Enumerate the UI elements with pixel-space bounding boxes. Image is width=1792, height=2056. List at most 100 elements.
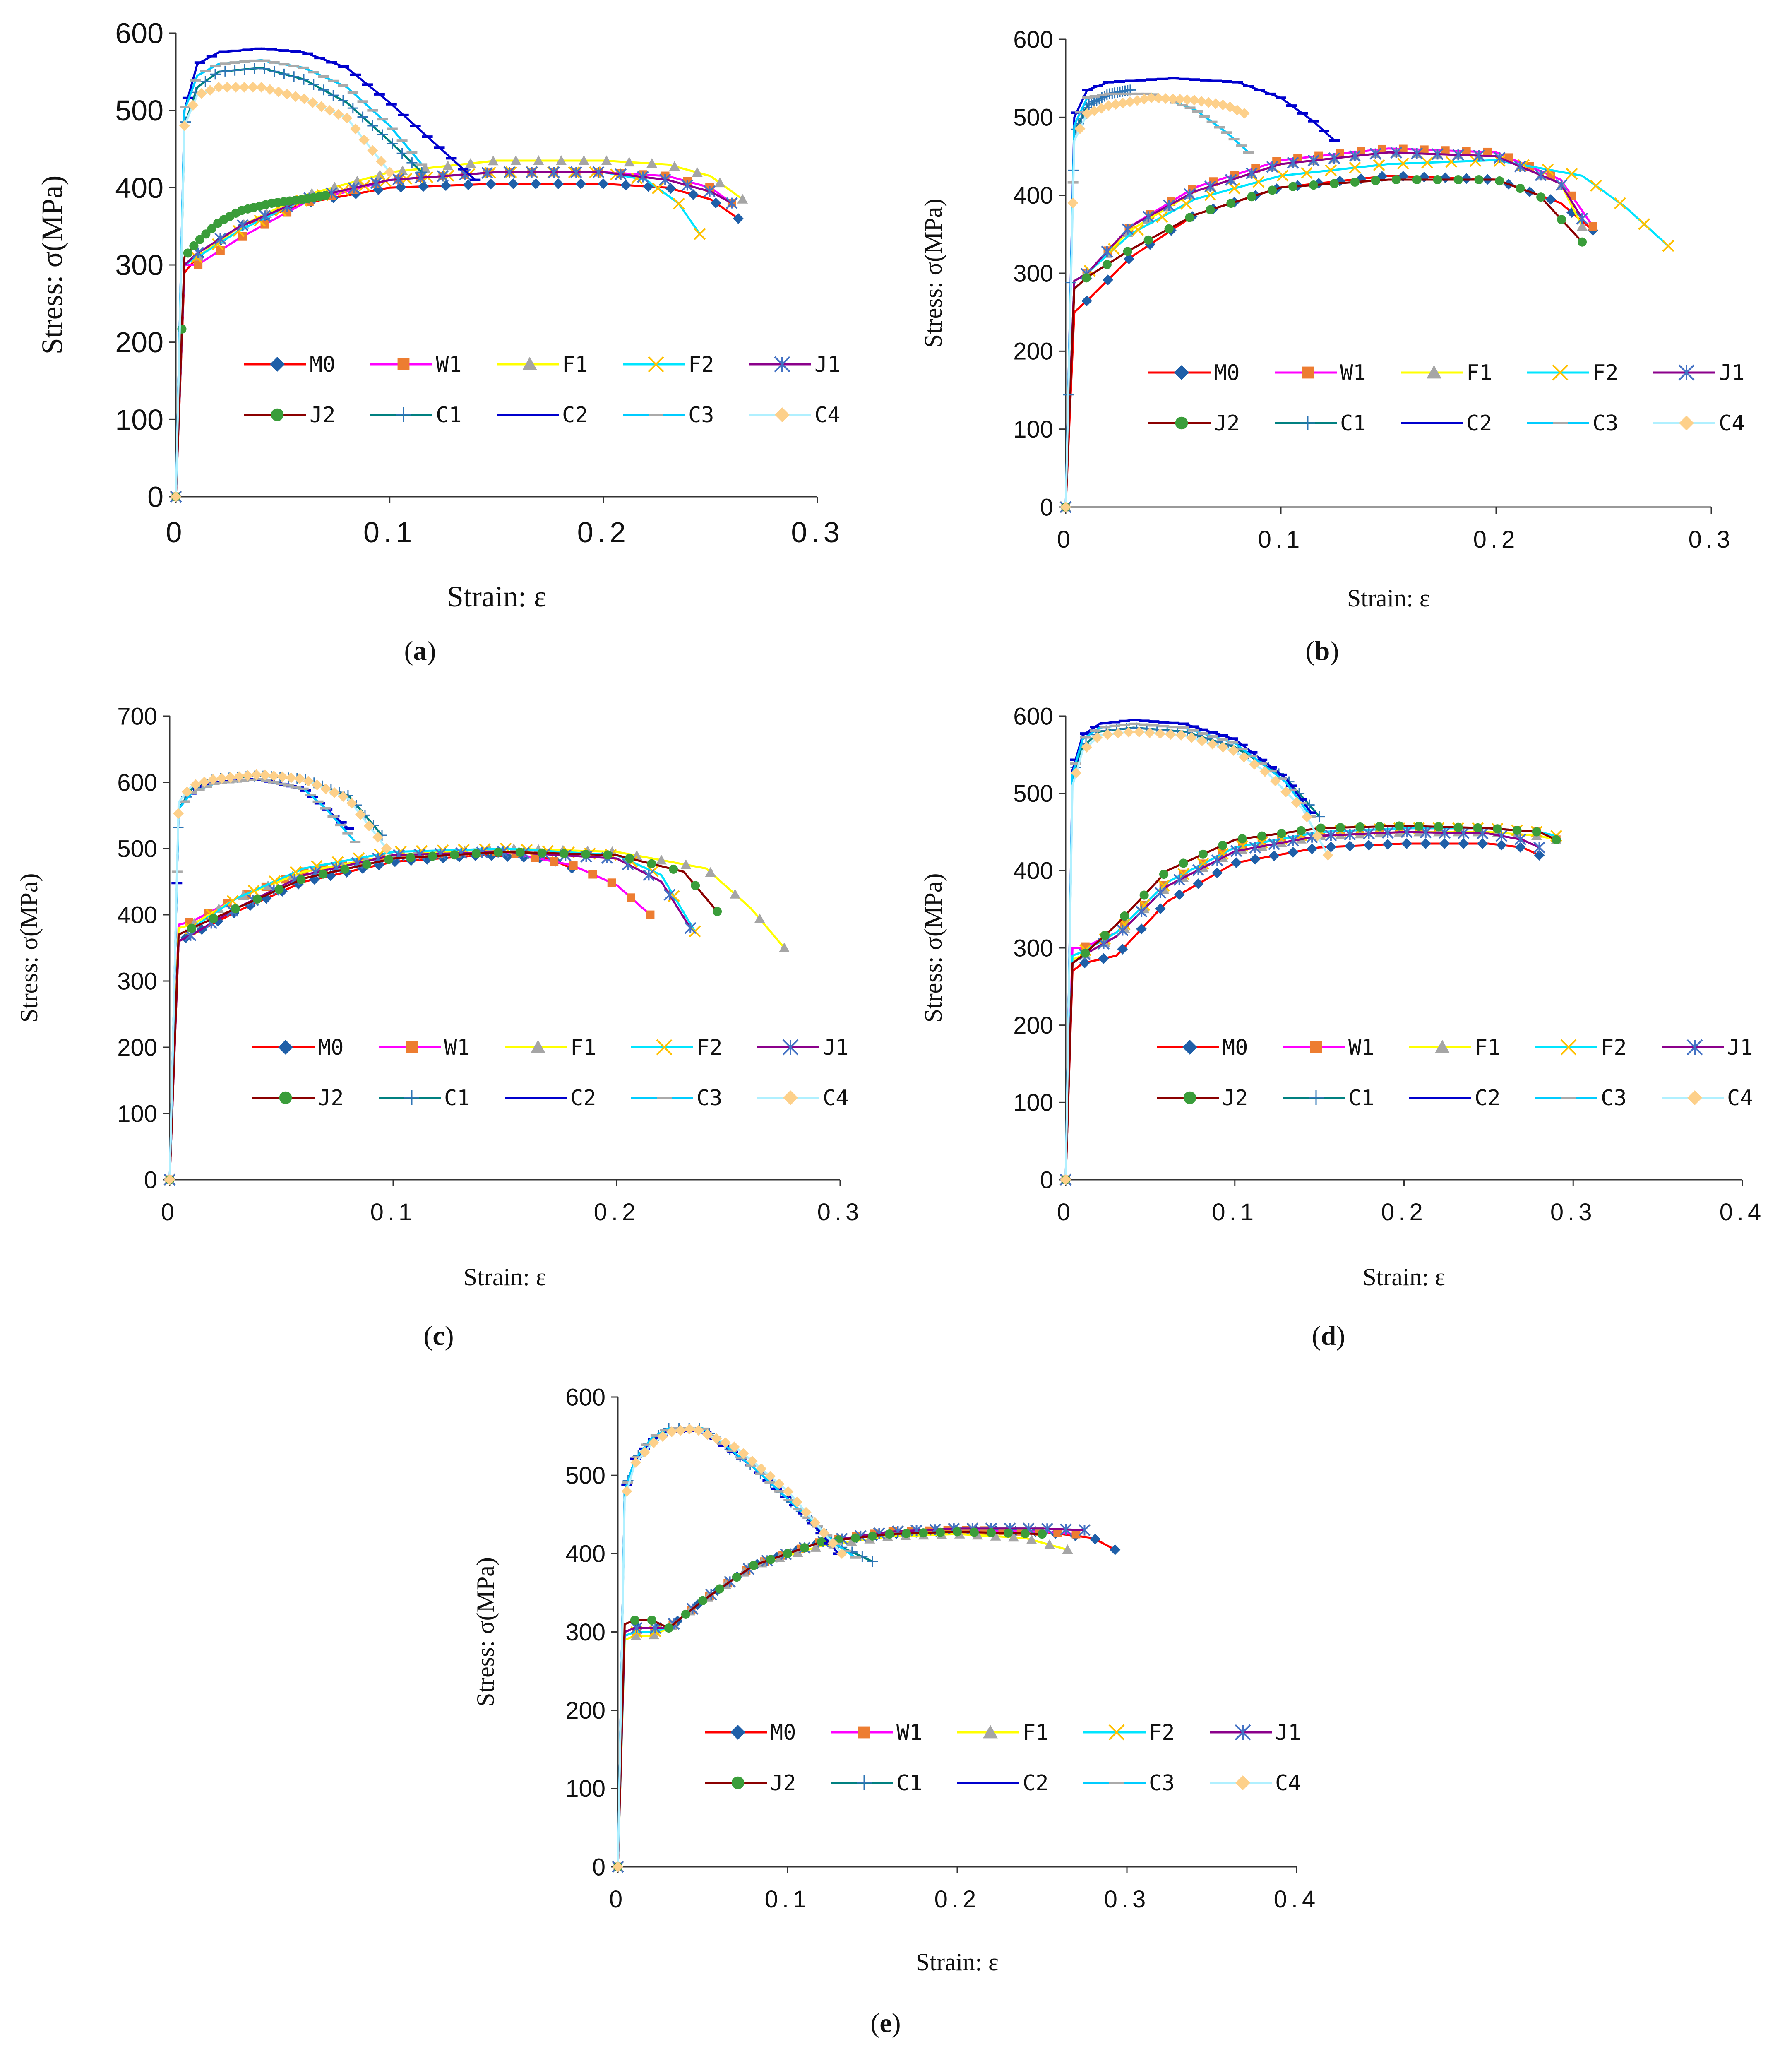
series-line-c-C4 <box>168 773 387 1180</box>
data-point-a-C1 <box>308 79 319 90</box>
legend-marker-b-J2 <box>1175 416 1188 430</box>
legend-marker-c-M0 <box>278 1040 293 1055</box>
legend-marker-d-W1 <box>1310 1041 1322 1053</box>
data-point-a-F1 <box>646 158 658 168</box>
legend-item-e-C1: C1 <box>831 1771 922 1796</box>
data-point-b-J1 <box>1225 174 1237 186</box>
data-point-c-J2 <box>581 849 591 859</box>
data-point-a-J1 <box>214 233 226 245</box>
data-point-a-F1 <box>692 167 703 177</box>
data-point-b-J1 <box>1369 148 1382 160</box>
data-point-a-J2 <box>183 248 192 258</box>
series-line-d-F2 <box>1064 827 1557 1180</box>
data-point-b-J1 <box>1390 147 1403 159</box>
legend-marker-a-J1 <box>774 356 790 373</box>
data-point-e-C4 <box>800 1507 812 1518</box>
data-point-d-F1 <box>1433 827 1444 837</box>
y-tick-label-e: 600 <box>565 1384 605 1411</box>
chart-panel-d: 0 100 200 300 400 500 600 0 0.1 0.2 0.3 0.4 Stress: … <box>896 683 1792 1366</box>
legend-item-d-C3: C3 <box>1535 1086 1627 1111</box>
legend-item-e-W1: W1 <box>831 1720 922 1745</box>
data-point-d-C4 <box>1207 738 1218 750</box>
data-point-e-C4 <box>648 1437 659 1448</box>
series-line-a-C2 <box>175 47 476 497</box>
series-e-W1 <box>613 1526 1081 1871</box>
x-tick-label-d: 0 <box>1057 1199 1074 1226</box>
data-point-c-M0 <box>422 854 433 865</box>
data-point-a-C1 <box>249 63 260 74</box>
data-point-c-C4 <box>346 798 357 809</box>
legend-label-d-J2: J2 <box>1222 1086 1248 1111</box>
data-point-c-C4 <box>329 787 340 798</box>
legend-item-a-F1: F1 <box>497 352 588 377</box>
data-point-d-J1 <box>1325 829 1337 842</box>
data-point-a-M0 <box>485 178 496 190</box>
legend-marker-c-C4 <box>783 1090 798 1105</box>
legend-label-a-J1: J1 <box>814 352 841 377</box>
data-point-c-J2 <box>647 859 656 868</box>
series-d-M0 <box>1060 838 1545 1185</box>
data-point-b-F2 <box>1276 169 1289 182</box>
data-point-e-F1 <box>1044 1539 1055 1549</box>
legend-marker-d-J2 <box>1183 1091 1196 1104</box>
data-point-d-C4 <box>1238 752 1249 763</box>
data-point-b-J1 <box>1266 161 1278 173</box>
y-tick-label-a: 400 <box>115 172 163 204</box>
data-point-c-C4 <box>268 770 279 782</box>
data-point-d-C4 <box>1081 742 1092 753</box>
data-point-b-F2 <box>1638 218 1650 230</box>
data-point-c-C4 <box>199 777 210 788</box>
legend-item-c-J1: J1 <box>757 1035 849 1060</box>
legend-item-c-F2: F2 <box>631 1035 723 1060</box>
legend-item-d-C4: C4 <box>1662 1086 1753 1111</box>
series-line-c-C3 <box>168 778 356 1180</box>
data-point-b-C4 <box>1175 94 1186 105</box>
legend-label-c-C4: C4 <box>823 1086 849 1111</box>
x-tick-label-b: 0 <box>1057 526 1074 553</box>
data-point-b-J1 <box>1535 169 1547 181</box>
legend-item-b-J2: J2 <box>1148 411 1240 436</box>
data-point-d-J1 <box>1135 905 1148 918</box>
legend-label-e-C4: C4 <box>1275 1771 1301 1796</box>
data-point-a-M0 <box>553 178 564 189</box>
y-tick-label-a: 100 <box>115 404 163 436</box>
data-point-b-J1 <box>1432 148 1444 160</box>
series-e-C3 <box>613 1427 861 1868</box>
data-point-b-C4 <box>1096 103 1107 114</box>
data-point-b-J1 <box>1411 147 1423 159</box>
data-point-c-J2 <box>493 847 503 857</box>
data-point-a-C4 <box>222 82 233 93</box>
data-point-b-C4 <box>1182 94 1193 105</box>
data-point-a-C1 <box>269 66 280 77</box>
data-point-a-F1 <box>624 156 635 167</box>
data-point-a-C4 <box>333 109 344 120</box>
data-point-d-J1 <box>1533 841 1545 854</box>
x-tick-label-d: 0.1 <box>1212 1199 1258 1226</box>
data-point-c-J2 <box>384 855 394 864</box>
data-point-d-J1 <box>1381 827 1394 839</box>
series-line-b-F1 <box>1064 151 1583 507</box>
legend-marker-d-C4 <box>1687 1090 1702 1105</box>
legend-marker-a-W1 <box>397 358 410 370</box>
data-point-c-F1 <box>680 859 692 869</box>
data-point-a-F1 <box>714 177 725 188</box>
legend-marker-d-F1 <box>1435 1040 1450 1053</box>
y-tick-label-b: 600 <box>1013 26 1053 53</box>
data-point-a-J2 <box>201 229 211 239</box>
data-point-a-C4 <box>307 97 318 108</box>
data-point-c-C4 <box>242 770 253 781</box>
data-point-e-C4 <box>702 1429 713 1440</box>
data-point-b-W1 <box>1357 147 1365 156</box>
chart-panel-c: 0 100 200 300 400 500 600 700 0 0.1 0.2 0.3 Stress: … <box>0 683 896 1366</box>
chart-svg-e: 0 100 200 300 400 500 600 0 0.1 0.2 0.3 0.4 Stress: … <box>472 1384 1315 1976</box>
data-point-e-F1 <box>1026 1534 1037 1544</box>
data-point-b-J1 <box>1514 160 1526 173</box>
data-point-b-C4 <box>1067 197 1079 209</box>
data-point-a-W1 <box>260 220 269 229</box>
data-point-b-M0 <box>1545 194 1557 205</box>
y-tick-label-e: 400 <box>565 1541 605 1568</box>
series-line-b-C2 <box>1064 77 1336 507</box>
data-point-c-C4 <box>277 771 288 782</box>
legend-label-a-C3: C3 <box>688 403 714 428</box>
data-point-e-W1 <box>961 1526 970 1535</box>
